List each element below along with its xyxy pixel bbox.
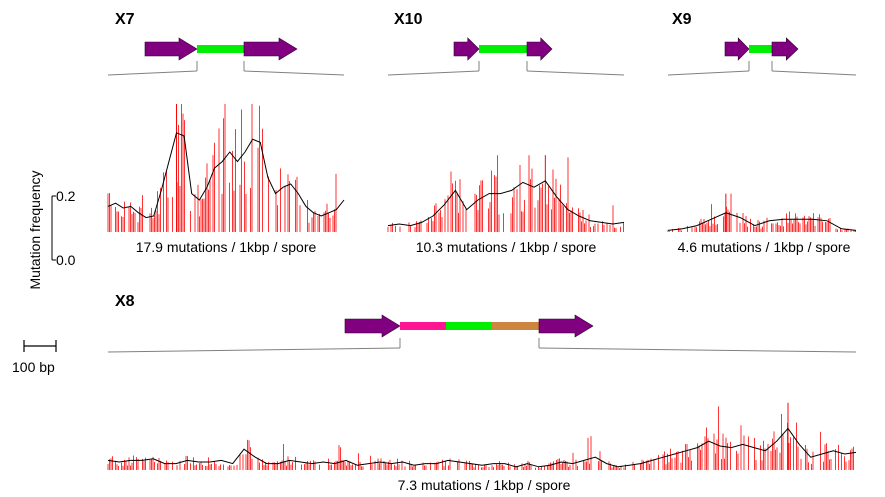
smoothed-line: [107, 132, 345, 219]
scale-bar: 100 bp: [12, 340, 57, 375]
mutation-bars: [107, 104, 337, 232]
smoothed-line: [667, 212, 857, 231]
connector-line: [387, 70, 480, 76]
connector-line: [526, 70, 625, 76]
mutation-bars: [387, 155, 624, 232]
construct-diagram: [344, 314, 594, 338]
y-axis: Mutation frequency 0.2 0.0: [27, 170, 76, 289]
panel-title: X9: [672, 11, 692, 28]
panel-subtitle: 4.6 mutations / 1kbp / spore: [678, 239, 851, 255]
spacer-segment: [446, 322, 492, 330]
panel-title: X8: [115, 293, 135, 310]
connector-line: [107, 70, 198, 76]
construct-diagram: [453, 37, 553, 61]
gene-arrow: [538, 314, 594, 338]
mutation-bars: [107, 402, 854, 470]
panel-title: X10: [394, 11, 423, 28]
smoothed-line: [387, 180, 625, 227]
gene-arrow: [243, 37, 298, 61]
panel-x10: X10 10.3 mutations / 1kbp / spore: [387, 11, 625, 255]
gene-arrow: [344, 314, 401, 338]
zoom-connectors: [667, 61, 857, 76]
connector-line: [107, 347, 401, 353]
zoom-connectors: [107, 338, 857, 353]
scale-bar-label: 100 bp: [12, 359, 55, 375]
panel-subtitle: 7.3 mutations / 1kbp / spore: [398, 477, 571, 493]
y-axis-label: Mutation frequency: [27, 170, 43, 289]
connector-line: [667, 70, 750, 76]
panel-x9: X9 4.6 mutations / 1kbp / spore: [667, 11, 857, 255]
connector-line: [771, 70, 857, 76]
gene-arrow: [771, 37, 799, 61]
spacer-segment: [400, 322, 446, 330]
panel-title: X7: [115, 11, 135, 28]
connector-line: [538, 347, 857, 353]
zoom-connectors: [107, 61, 345, 76]
gene-arrow: [453, 37, 480, 61]
spacer-segment: [492, 322, 539, 330]
y-tick-label: 0.2: [56, 188, 76, 204]
panel-subtitle: 17.9 mutations / 1kbp / spore: [136, 239, 317, 255]
panel-x7: X7 17.9 mutations / 1kbp / spore: [107, 11, 345, 255]
gene-arrow: [526, 37, 553, 61]
y-tick-label: 0.0: [56, 252, 76, 268]
gene-arrow: [144, 37, 198, 61]
construct-diagram: [144, 37, 298, 61]
zoom-connectors: [387, 61, 625, 76]
construct-diagram: [724, 37, 799, 61]
panel-x8: X8 7.3 mutations / 1kbp / spore: [107, 293, 857, 493]
smoothed-line: [107, 427, 857, 468]
spacer-segment: [479, 45, 527, 53]
panel-subtitle: 10.3 mutations / 1kbp / spore: [416, 239, 597, 255]
gene-arrow: [724, 37, 750, 61]
spacer-segment: [749, 45, 772, 53]
connector-line: [243, 70, 345, 76]
spacer-segment: [197, 45, 244, 53]
